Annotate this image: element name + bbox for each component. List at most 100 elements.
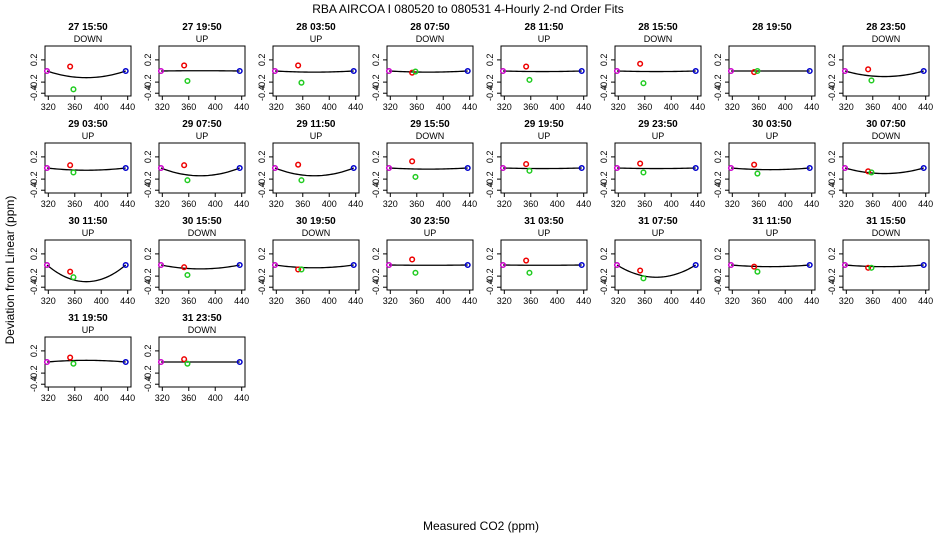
mid-standard-green-point: [184, 177, 191, 184]
mid-standard-red-point: [523, 257, 530, 264]
x-tick-label: 440: [918, 296, 933, 306]
x-tick-label: 320: [269, 199, 284, 209]
y-tick-label: -0.4: [143, 279, 153, 295]
y-tick-label: -0.4: [827, 279, 837, 295]
x-tick-label: 440: [576, 102, 591, 112]
mid-standard-green-point: [754, 67, 761, 75]
mid-standard-green-point: [298, 177, 305, 184]
mid-standard-red-point: [181, 356, 188, 363]
fit-curve: [388, 70, 468, 73]
y-tick-label: 0.2: [257, 54, 267, 67]
y-tick-label: -0.2: [713, 74, 723, 90]
fit-curve: [274, 264, 354, 269]
high-standard-point: [578, 164, 585, 172]
x-tick-label: 320: [725, 199, 740, 209]
panel-direction-label: UP: [196, 34, 209, 44]
low-standard-point: [499, 164, 507, 172]
x-tick-label: 400: [322, 296, 337, 306]
fit-curve: [616, 70, 696, 73]
x-tick-label: 440: [690, 296, 705, 306]
y-tick-label: 0.2: [485, 248, 495, 261]
y-tick-label: 0.2: [143, 345, 153, 358]
high-standard-point: [236, 164, 243, 172]
fit-curve: [46, 167, 126, 171]
panel-title: 27 19:50: [182, 22, 222, 33]
y-tick-label: -0.2: [257, 74, 267, 90]
x-tick-label: 320: [497, 296, 512, 306]
x-tick-label: 360: [523, 199, 538, 209]
mid-standard-red-point: [523, 161, 530, 168]
x-tick-label: 360: [67, 393, 82, 403]
y-tick-label: -0.2: [485, 268, 495, 284]
panel-direction-label: UP: [652, 228, 665, 238]
y-tick-label: -0.4: [827, 182, 837, 198]
panel-title: 30 07:50: [866, 119, 906, 130]
x-tick-label: 320: [155, 393, 170, 403]
x-tick-label: 440: [462, 199, 477, 209]
mid-standard-green-point: [184, 360, 191, 367]
y-tick-label: 0.2: [371, 54, 381, 67]
x-tick-label: 320: [725, 296, 740, 306]
panel-title: 29 11:50: [297, 119, 336, 130]
panel-frame: [614, 239, 702, 291]
low-standard-point: [43, 67, 51, 75]
y-tick-label: -0.4: [713, 279, 723, 295]
x-tick-label: 440: [690, 102, 705, 112]
panel-direction-label: DOWN: [188, 228, 217, 238]
x-tick-label: 320: [269, 296, 284, 306]
x-tick-label: 360: [409, 102, 424, 112]
panel-direction-label: UP: [310, 34, 323, 44]
low-standard-point: [157, 67, 165, 75]
y-tick-label: 0.2: [29, 54, 39, 67]
mid-standard-red-point: [67, 162, 74, 169]
panel-frame: [44, 142, 132, 194]
fit-curve: [160, 264, 240, 270]
x-tick-label: 400: [94, 102, 109, 112]
x-tick-label: 320: [383, 296, 398, 306]
mid-standard-green-point: [640, 275, 647, 282]
x-tick-label: 320: [611, 296, 626, 306]
x-tick-label: 400: [436, 199, 451, 209]
high-standard-point: [236, 261, 243, 269]
mid-standard-red-point: [637, 160, 644, 167]
y-tick-label: -0.4: [485, 182, 495, 198]
low-standard-point: [499, 261, 507, 269]
x-tick-label: 320: [155, 296, 170, 306]
y-tick-label: 0.2: [599, 151, 609, 164]
mid-standard-green-point: [526, 167, 533, 174]
y-tick-label: -0.2: [599, 171, 609, 187]
low-standard-point: [271, 164, 279, 172]
high-standard-point: [122, 261, 129, 269]
y-tick-label: -0.4: [143, 182, 153, 198]
y-tick-label: 0.2: [29, 248, 39, 261]
mid-standard-green-point: [70, 360, 77, 367]
mid-standard-green-point: [184, 77, 191, 85]
y-tick-label: 0.2: [827, 248, 837, 261]
high-standard-point: [122, 164, 129, 172]
y-tick-label: -0.2: [827, 268, 837, 284]
y-tick-label: -0.2: [371, 74, 381, 90]
fit-curve: [46, 264, 127, 283]
x-tick-label: 440: [462, 102, 477, 112]
panel-frame: [842, 142, 930, 194]
y-tick-label: -0.2: [827, 74, 837, 90]
panel-direction-label: UP: [652, 131, 665, 141]
y-tick-label: 0.2: [371, 248, 381, 261]
panel-title: 27 15:50: [68, 22, 108, 33]
high-standard-point: [692, 261, 699, 269]
mid-standard-red-point: [67, 268, 74, 275]
fit-curve: [274, 70, 354, 73]
y-tick-label: -0.4: [713, 182, 723, 198]
high-standard-point: [578, 261, 585, 269]
